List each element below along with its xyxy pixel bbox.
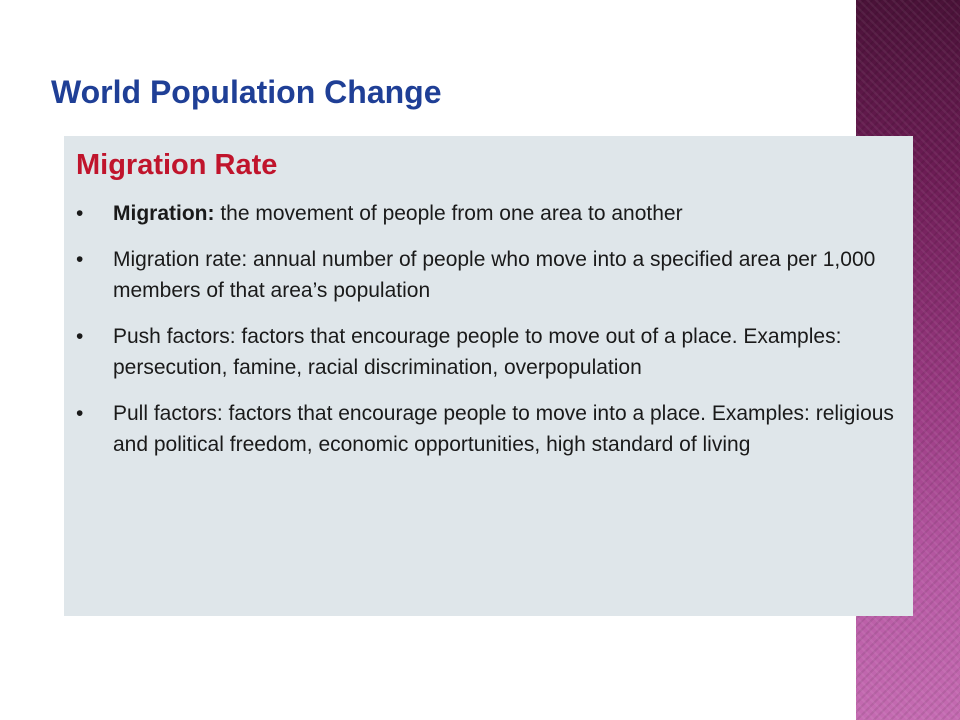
section-heading: Migration Rate xyxy=(76,149,278,181)
bullet-text: Push factors: factors that encourage peo… xyxy=(113,325,842,379)
bullet-list: • Migration: the movement of people from … xyxy=(76,198,901,460)
bullet-item: • Migration: the movement of people from … xyxy=(76,198,901,229)
content-panel: Migration Rate • Migration: the movement … xyxy=(64,136,913,616)
bullet-term: Migration: xyxy=(113,202,215,225)
bullet-icon: • xyxy=(76,248,84,271)
bullet-icon: • xyxy=(76,202,84,225)
bullet-icon: • xyxy=(76,325,84,348)
bullet-text: Pull factors: factors that encourage peo… xyxy=(113,402,894,456)
bullet-item: • Migration rate: annual number of people… xyxy=(76,244,901,306)
slide-title: World Population Change xyxy=(51,74,442,110)
bullet-item: • Push factors: factors that encourage pe… xyxy=(76,321,901,383)
bullet-text: the movement of people from one area to … xyxy=(214,202,683,225)
bullet-item: • Pull factors: factors that encourage pe… xyxy=(76,398,901,460)
bullet-text: Migration rate: annual number of people … xyxy=(113,248,876,302)
bullet-icon: • xyxy=(76,402,84,425)
